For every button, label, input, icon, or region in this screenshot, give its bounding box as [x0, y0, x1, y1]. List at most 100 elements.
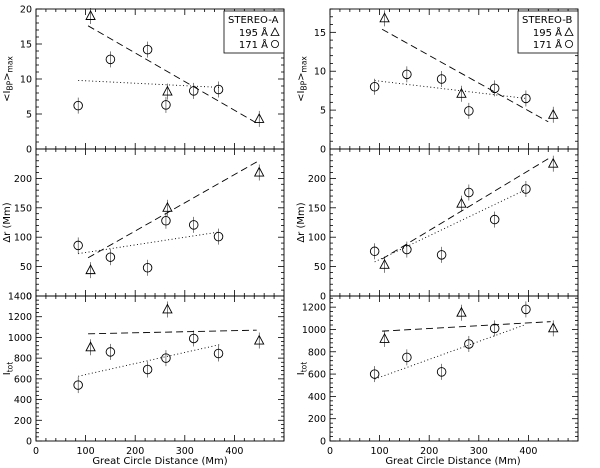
- y-tick-label: 200: [308, 174, 326, 185]
- fit-line-dotted: [374, 80, 526, 99]
- legend-title: STEREO-A: [228, 15, 279, 26]
- data-point-triangle: [456, 197, 467, 208]
- y-axis-title: Itot: [296, 362, 309, 375]
- y-tick-label: 0: [320, 437, 326, 448]
- y-tick-label: 150: [14, 203, 32, 214]
- data-point-triangle: [547, 108, 559, 119]
- data-point-circle: [464, 339, 474, 349]
- plot-frame: [329, 148, 579, 297]
- y-axis-title: Itot: [2, 362, 15, 375]
- y-tick-label: 400: [14, 395, 32, 406]
- data-point-triangle: [253, 112, 265, 123]
- data-point-triangle: [253, 334, 265, 345]
- y-tick-label: 1200: [8, 312, 32, 323]
- data-point-circle: [489, 83, 500, 94]
- y-tick-label: 600: [14, 374, 32, 385]
- y-tick-label: 1000: [302, 325, 326, 336]
- data-point-circle: [188, 86, 199, 96]
- x-tick-label: 300: [176, 446, 194, 457]
- data-point-circle: [161, 353, 171, 363]
- data-point-triangle: [379, 258, 390, 269]
- data-point-triangle: [547, 157, 559, 168]
- legend-entry-label: 195 Å: [239, 26, 268, 39]
- x-tick-label: 400: [519, 446, 537, 457]
- fit-line-dotted: [374, 189, 527, 263]
- data-point-circle: [489, 323, 500, 334]
- y-tick-label: 100: [308, 233, 326, 244]
- data-point-circle: [402, 244, 412, 255]
- data-point-triangle: [85, 10, 96, 20]
- data-point-circle: [73, 380, 83, 390]
- data-point-circle: [464, 106, 474, 116]
- panel-A-mid: 0 50 100 150 200 Δr (Mm): [2, 148, 285, 303]
- legend-entry-label: 171 Å: [533, 38, 562, 51]
- y-tick-label: 5: [26, 110, 32, 121]
- x-tick-label: 0: [327, 446, 333, 457]
- data-point-circle: [436, 250, 447, 260]
- y-tick-label: 50: [20, 262, 32, 273]
- plot-frame: [35, 148, 285, 297]
- y-tick-label: 15: [314, 28, 326, 39]
- data-point-circle: [369, 369, 380, 379]
- y-axis-title: Δr (Mm): [296, 202, 307, 242]
- data-point-triangle: [162, 201, 173, 212]
- fit-line-dotted: [78, 231, 220, 255]
- fit-line-dashed: [88, 329, 257, 335]
- y-tick-label: 100: [14, 233, 32, 244]
- y-axis-title: Δr (Mm): [2, 202, 13, 242]
- data-point-circle: [105, 347, 116, 357]
- data-point-circle: [436, 74, 447, 84]
- legend-entry-label: 195 Å: [533, 26, 562, 39]
- data-point-triangle: [162, 303, 173, 314]
- y-axis-title: <IBP>max: [2, 56, 15, 102]
- y-tick-label: 1400: [8, 292, 32, 303]
- legend-triangle-icon: [270, 27, 280, 36]
- y-tick-label: 0: [26, 437, 32, 448]
- y-tick-label: 200: [14, 174, 32, 185]
- y-tick-label: 150: [308, 203, 326, 214]
- legend-title: STEREO-B: [522, 15, 572, 26]
- plot-frame: [35, 295, 285, 442]
- x-tick-label: 400: [225, 446, 243, 457]
- x-tick-label: 100: [77, 446, 95, 457]
- data-point-circle: [464, 187, 474, 198]
- y-tick-label: 10: [314, 67, 326, 78]
- data-point-circle: [188, 220, 199, 230]
- data-point-triangle: [456, 306, 467, 317]
- fit-line-dashed: [381, 28, 549, 123]
- data-point-circle: [436, 367, 447, 377]
- y-tick-label: 200: [308, 414, 326, 425]
- x-tick-label: 200: [420, 446, 438, 457]
- data-point-circle: [73, 240, 83, 251]
- legend-triangle-icon: [564, 27, 574, 36]
- y-tick-label: 0: [320, 292, 326, 303]
- legend-entry-label: 171 Å: [239, 38, 268, 51]
- data-point-circle: [402, 352, 412, 363]
- data-point-circle: [142, 263, 153, 273]
- data-point-triangle: [456, 87, 467, 98]
- data-point-circle: [213, 84, 224, 95]
- y-tick-label: 0: [26, 292, 32, 303]
- fit-line-dashed: [382, 321, 551, 332]
- y-tick-label: 15: [20, 40, 32, 51]
- fit-line-dashed: [381, 156, 551, 260]
- data-point-triangle: [253, 166, 265, 177]
- data-point-triangle: [85, 341, 96, 352]
- data-point-circle: [188, 333, 199, 344]
- data-point-circle: [369, 246, 380, 257]
- data-point-circle: [73, 100, 83, 111]
- legend-box: [517, 10, 579, 54]
- fit-line-dotted: [78, 79, 220, 88]
- fit-line-dotted: [78, 344, 220, 377]
- y-tick-label: 50: [314, 262, 326, 273]
- data-point-circle: [142, 364, 153, 375]
- y-tick-label: 200: [14, 416, 32, 427]
- y-tick-label: 5: [320, 106, 326, 117]
